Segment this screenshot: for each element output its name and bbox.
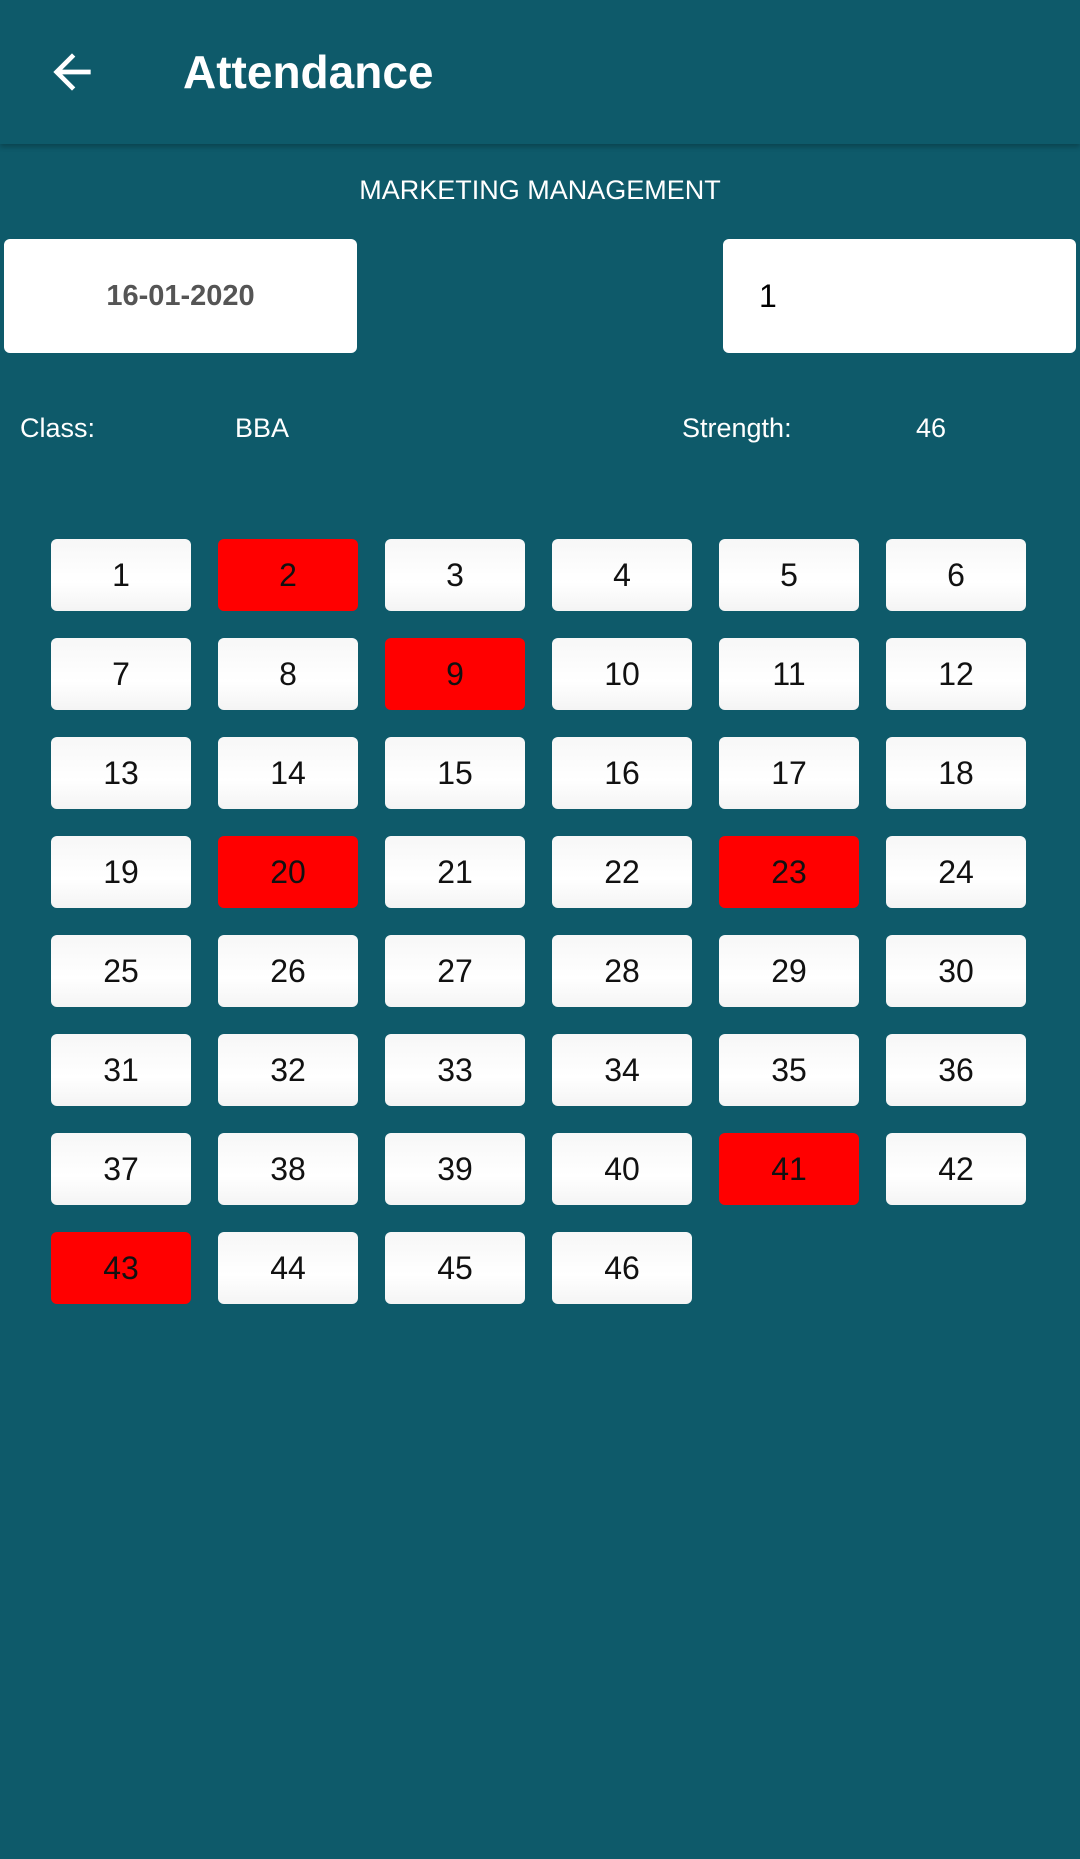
roll-button[interactable]: 19 (51, 836, 191, 908)
roll-button[interactable]: 33 (385, 1034, 525, 1106)
roll-button[interactable]: 11 (719, 638, 859, 710)
roll-button[interactable]: 18 (886, 737, 1026, 809)
subject-name: MARKETING MANAGEMENT (359, 175, 721, 205)
roll-button[interactable]: 22 (552, 836, 692, 908)
roll-button[interactable]: 38 (218, 1133, 358, 1205)
roll-button[interactable]: 28 (552, 935, 692, 1007)
roll-button[interactable]: 15 (385, 737, 525, 809)
roll-button[interactable]: 31 (51, 1034, 191, 1106)
roll-button[interactable]: 30 (886, 935, 1026, 1007)
page-title: Attendance (183, 46, 434, 98)
roll-button[interactable]: 25 (51, 935, 191, 1007)
roll-button[interactable]: 24 (886, 836, 1026, 908)
roll-button[interactable]: 6 (886, 539, 1026, 611)
roll-button-absent[interactable]: 43 (51, 1232, 191, 1304)
roll-button-absent[interactable]: 9 (385, 638, 525, 710)
roll-button[interactable]: 1 (51, 539, 191, 611)
roll-button[interactable]: 14 (218, 737, 358, 809)
roll-button[interactable]: 27 (385, 935, 525, 1007)
roll-button[interactable]: 29 (719, 935, 859, 1007)
roll-button[interactable]: 39 (385, 1133, 525, 1205)
class-label: Class: (20, 413, 96, 443)
roll-button[interactable]: 17 (719, 737, 859, 809)
strength-value: 46 (916, 413, 947, 443)
strength-label: Strength: (682, 413, 792, 443)
roll-button[interactable]: 7 (51, 638, 191, 710)
class-value: BBA (235, 413, 290, 443)
roll-button-absent[interactable]: 20 (218, 836, 358, 908)
arrow-left-icon (53, 53, 91, 91)
roll-button[interactable]: 37 (51, 1133, 191, 1205)
roll-button[interactable]: 13 (51, 737, 191, 809)
roll-button[interactable]: 32 (218, 1034, 358, 1106)
roll-button[interactable]: 36 (886, 1034, 1026, 1106)
roll-button[interactable]: 8 (218, 638, 358, 710)
roll-button[interactable]: 3 (385, 539, 525, 611)
roll-button[interactable]: 26 (218, 935, 358, 1007)
roll-button[interactable]: 42 (886, 1133, 1026, 1205)
app-bar: Attendance (0, 0, 1080, 144)
roll-button-absent[interactable]: 41 (719, 1133, 859, 1205)
student-roll-grid: 1 2 3 4 5 6 7 8 9 10 11 12 13 14 15 16 17 18 19 20 21 22 23 24 2… (51, 539, 1026, 1304)
roll-button[interactable]: 44 (218, 1232, 358, 1304)
roll-button[interactable]: 35 (719, 1034, 859, 1106)
roll-button[interactable]: 12 (886, 638, 1026, 710)
roll-button[interactable]: 45 (385, 1232, 525, 1304)
roll-button[interactable]: 16 (552, 737, 692, 809)
roll-button[interactable]: 4 (552, 539, 692, 611)
roll-button[interactable]: 5 (719, 539, 859, 611)
roll-button[interactable]: 10 (552, 638, 692, 710)
roll-button[interactable]: 21 (385, 836, 525, 908)
roll-button[interactable]: 40 (552, 1133, 692, 1205)
roll-button-absent[interactable]: 23 (719, 836, 859, 908)
roll-button[interactable]: 34 (552, 1034, 692, 1106)
period-field[interactable]: 1 (723, 239, 1076, 353)
roll-button[interactable]: 46 (552, 1232, 692, 1304)
back-button[interactable] (44, 44, 100, 100)
roll-button-absent[interactable]: 2 (218, 539, 358, 611)
date-field[interactable]: 16-01-2020 (4, 239, 357, 353)
